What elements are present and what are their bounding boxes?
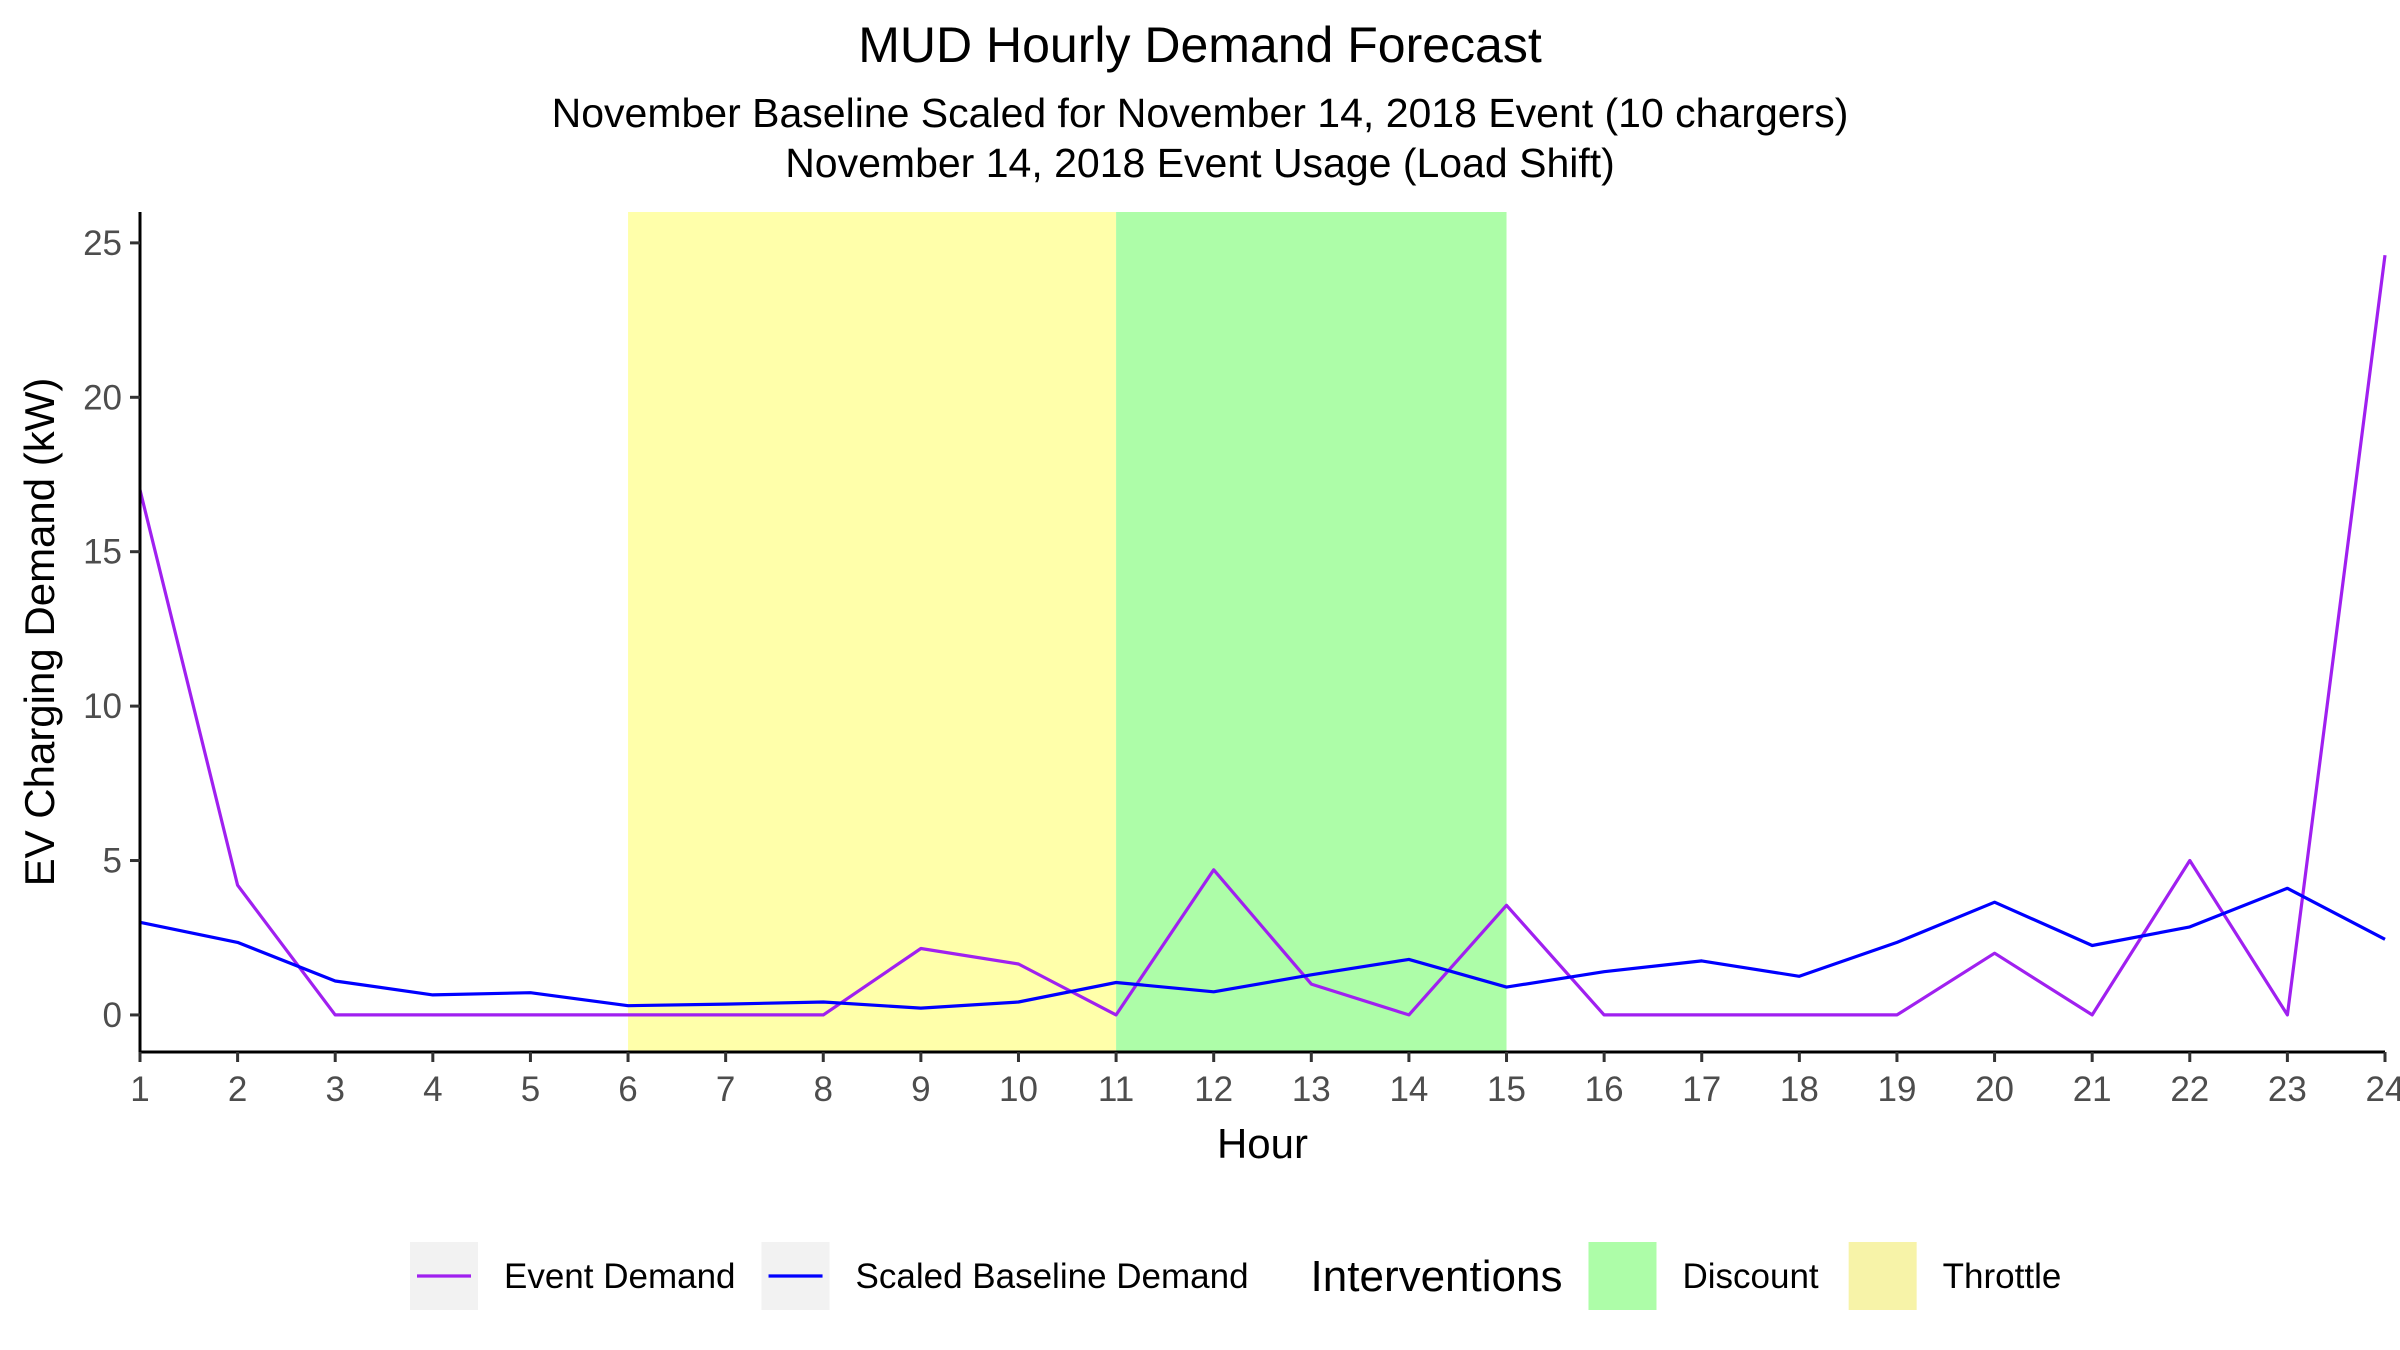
x-tick-label: 12 <box>1194 1070 1233 1109</box>
y-tick-label: 0 <box>103 996 122 1035</box>
x-tick-label: 23 <box>2268 1070 2307 1109</box>
x-tick-label: 6 <box>618 1070 637 1109</box>
x-axis-title: Hour <box>1217 1120 1308 1167</box>
legend-label: Event Demand <box>504 1257 736 1296</box>
y-tick-label: 10 <box>83 687 122 726</box>
x-tick-label: 8 <box>814 1070 833 1109</box>
legend-title-interventions: Interventions <box>1311 1252 1563 1301</box>
series-line-event-demand <box>138 254 2387 1017</box>
x-tick-label: 3 <box>325 1070 344 1109</box>
x-tick-label: 20 <box>1975 1070 2014 1109</box>
x-tick-label: 13 <box>1292 1070 1331 1109</box>
band-throttle <box>628 212 1117 1052</box>
chart-subtitle-line-1: November Baseline Scaled for November 14… <box>551 90 1849 136</box>
x-tick-label: 11 <box>1098 1070 1134 1109</box>
y-tick-label: 25 <box>83 224 122 263</box>
legend: Event Demand Scaled Baseline Demand Interv… <box>410 1242 2061 1310</box>
x-tick-label: 16 <box>1585 1070 1624 1109</box>
x-tick-label: 22 <box>2170 1070 2209 1109</box>
legend-swatch-discount <box>1588 1242 1657 1310</box>
x-tick-label: 7 <box>716 1070 735 1109</box>
x-tick-label: 10 <box>999 1070 1038 1109</box>
y-tick-label: 15 <box>83 533 122 572</box>
band-discount <box>1116 212 1507 1052</box>
legend-label: Discount <box>1682 1257 1818 1296</box>
x-tick-label: 5 <box>521 1070 540 1109</box>
x-tick-label: 1 <box>130 1070 149 1109</box>
legend-swatch-throttle <box>1848 1242 1917 1310</box>
chart-title: MUD Hourly Demand Forecast <box>858 17 1542 73</box>
intervention-bands <box>628 212 1507 1052</box>
x-tick-label: 21 <box>2073 1070 2112 1109</box>
y-axis-title: EV Charging Demand (kW) <box>16 378 63 887</box>
x-tick-label: 14 <box>1389 1070 1428 1109</box>
chart-subtitle-line-2: November 14, 2018 Event Usage (Load Shif… <box>785 140 1615 186</box>
legend-label: Throttle <box>1943 1257 2062 1296</box>
x-tick-label: 17 <box>1682 1070 1721 1109</box>
x-tick-label: 9 <box>911 1070 930 1109</box>
axis-labels: Hour EV Charging Demand (kW) <box>16 378 1308 1167</box>
series-lines <box>138 254 2387 1017</box>
series-line-scaled-baseline-demand <box>139 886 2386 1010</box>
y-tick-label: 5 <box>103 842 122 881</box>
x-tick-label: 15 <box>1487 1070 1526 1109</box>
x-tick-label: 4 <box>423 1070 442 1109</box>
x-tick-label: 2 <box>228 1070 247 1109</box>
x-tick-label: 18 <box>1780 1070 1819 1109</box>
x-tick-label: 19 <box>1877 1070 1916 1109</box>
y-tick-label: 20 <box>83 378 122 417</box>
legend-label: Scaled Baseline Demand <box>856 1257 1249 1296</box>
x-tick-label: 24 <box>2366 1070 2400 1109</box>
